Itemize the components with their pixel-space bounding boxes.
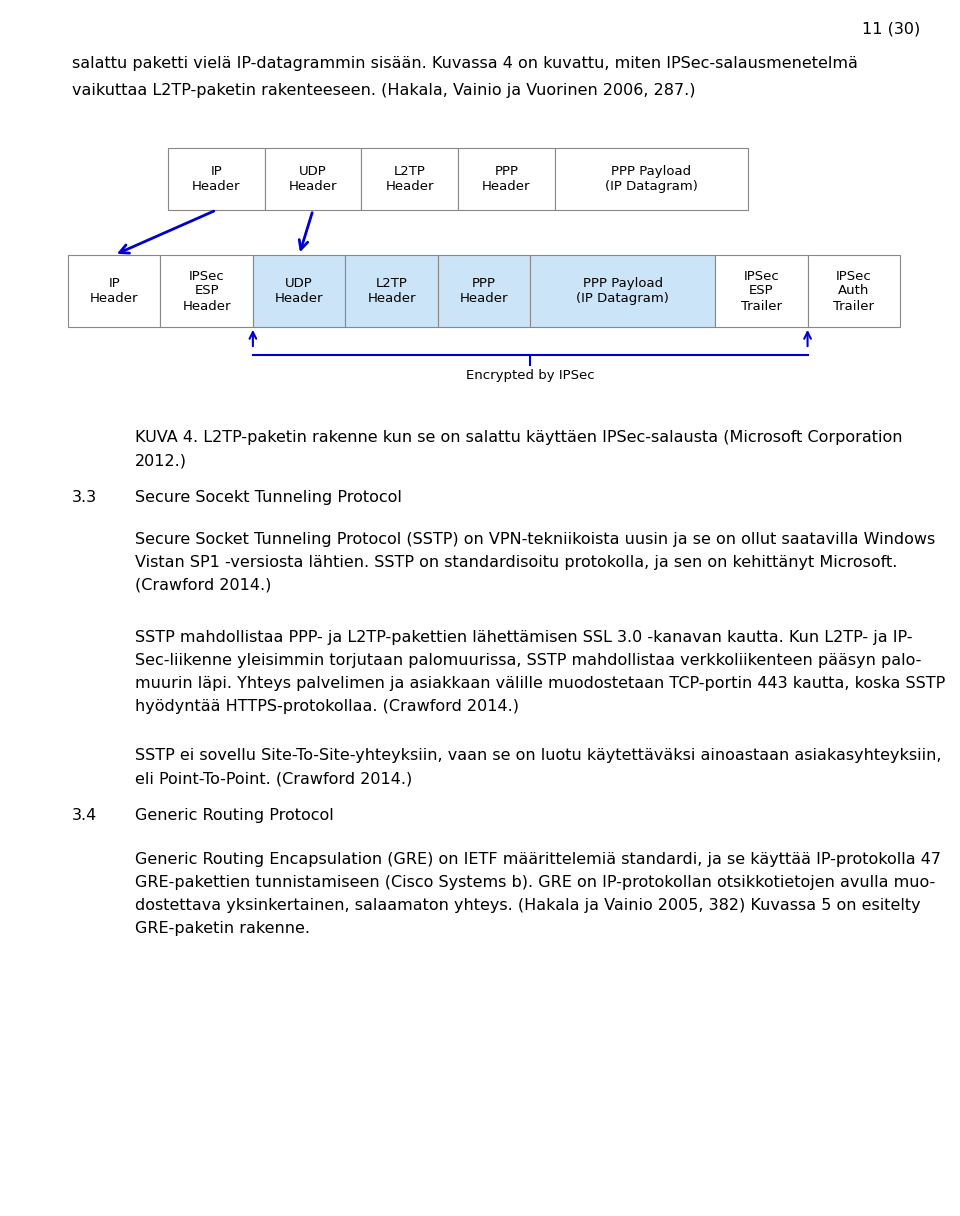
Text: dostettava yksinkertainen, salaamaton yhteys. (Hakala ja Vainio 2005, 382) Kuvas: dostettava yksinkertainen, salaamaton yh… — [135, 897, 921, 913]
Text: KUVA 4. L2TP-paketin rakenne kun se on salattu käyttäen IPSec-salausta (Microsof: KUVA 4. L2TP-paketin rakenne kun se on s… — [135, 430, 902, 445]
Text: IPSec
ESP
Trailer: IPSec ESP Trailer — [741, 270, 781, 313]
Text: UDP
Header: UDP Header — [275, 277, 324, 305]
Text: UDP
Header: UDP Header — [289, 165, 337, 193]
Bar — [458, 148, 555, 210]
Text: salattu paketti vielä IP-datagrammin sisään. Kuvassa 4 on kuvattu, miten IPSec-s: salattu paketti vielä IP-datagrammin sis… — [72, 56, 858, 71]
Text: PPP Payload
(IP Datagram): PPP Payload (IP Datagram) — [605, 165, 698, 193]
Text: 2012.): 2012.) — [135, 454, 187, 468]
Text: Generic Routing Encapsulation (GRE) on IETF määrittelemiä standardi, ja se käytt: Generic Routing Encapsulation (GRE) on I… — [135, 852, 941, 867]
Text: eli Point-To-Point. (Crawford 2014.): eli Point-To-Point. (Crawford 2014.) — [135, 771, 412, 786]
Bar — [168, 148, 265, 210]
Text: GRE-pakettien tunnistamiseen (Cisco Systems b). GRE on IP-protokollan otsikkotie: GRE-pakettien tunnistamiseen (Cisco Syst… — [135, 876, 935, 890]
Bar — [715, 255, 807, 327]
Text: IP
Header: IP Header — [90, 277, 138, 305]
Text: 3.4: 3.4 — [72, 807, 97, 823]
Text: vaikuttaa L2TP-paketin rakenteeseen. (Hakala, Vainio ja Vuorinen 2006, 287.): vaikuttaa L2TP-paketin rakenteeseen. (Ha… — [72, 83, 695, 98]
Bar — [555, 148, 748, 210]
Text: (Crawford 2014.): (Crawford 2014.) — [135, 578, 272, 593]
Text: IPSec
Auth
Trailer: IPSec Auth Trailer — [833, 270, 875, 313]
Text: IP
Header: IP Header — [192, 165, 241, 193]
Text: PPP
Header: PPP Header — [460, 277, 508, 305]
Text: GRE-paketin rakenne.: GRE-paketin rakenne. — [135, 921, 310, 936]
Bar — [265, 148, 361, 210]
Bar — [530, 255, 715, 327]
Text: L2TP
Header: L2TP Header — [368, 277, 416, 305]
Text: Encrypted by IPSec: Encrypted by IPSec — [466, 368, 594, 382]
Text: hyödyntää HTTPS-protokollaa. (Crawford 2014.): hyödyntää HTTPS-protokollaa. (Crawford 2… — [135, 699, 519, 714]
Bar — [160, 255, 252, 327]
Text: Vistan SP1 -versiosta lähtien. SSTP on standardisoitu protokolla, ja sen on kehi: Vistan SP1 -versiosta lähtien. SSTP on s… — [135, 554, 898, 570]
Text: SSTP mahdollistaa PPP- ja L2TP-pakettien lähettämisen SSL 3.0 -kanavan kautta. K: SSTP mahdollistaa PPP- ja L2TP-pakettien… — [135, 630, 913, 644]
Text: muurin läpi. Yhteys palvelimen ja asiakkaan välille muodostetaan TCP-portin 443 : muurin läpi. Yhteys palvelimen ja asiakk… — [135, 676, 946, 691]
Text: Secure Socket Tunneling Protocol (SSTP) on VPN-tekniikoista uusin ja se on ollut: Secure Socket Tunneling Protocol (SSTP) … — [135, 533, 935, 547]
Bar — [68, 255, 160, 327]
Bar — [438, 255, 530, 327]
Text: Generic Routing Protocol: Generic Routing Protocol — [135, 807, 334, 823]
Text: Secure Socekt Tunneling Protocol: Secure Socekt Tunneling Protocol — [135, 490, 402, 505]
Bar — [252, 255, 346, 327]
Bar — [346, 255, 438, 327]
Text: PPP
Header: PPP Header — [482, 165, 531, 193]
Bar — [807, 255, 900, 327]
Text: 3.3: 3.3 — [72, 490, 97, 505]
Text: SSTP ei sovellu Site-To-Site-yhteyksiin, vaan se on luotu käytettäväksi ainoasta: SSTP ei sovellu Site-To-Site-yhteyksiin,… — [135, 748, 942, 762]
Text: IPSec
ESP
Header: IPSec ESP Header — [182, 270, 231, 313]
Text: 11 (30): 11 (30) — [862, 22, 920, 36]
Text: PPP Payload
(IP Datagram): PPP Payload (IP Datagram) — [576, 277, 669, 305]
Text: Sec-liikenne yleisimmin torjutaan palomuurissa, SSTP mahdollistaa verkkoliikente: Sec-liikenne yleisimmin torjutaan palomu… — [135, 653, 922, 668]
Text: L2TP
Header: L2TP Header — [385, 165, 434, 193]
Bar — [361, 148, 458, 210]
